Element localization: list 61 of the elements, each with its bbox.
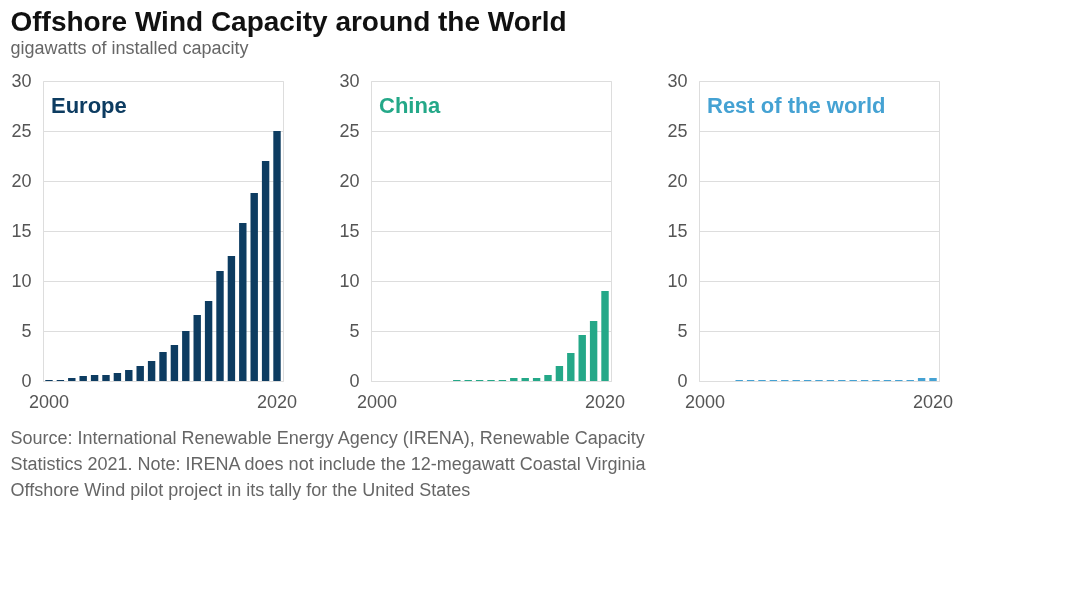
bar (555, 366, 564, 381)
bar (601, 291, 609, 381)
bar (532, 378, 541, 381)
y-tick-label: 20 (339, 170, 360, 191)
bar (113, 373, 122, 381)
bar (589, 321, 598, 381)
x-tick-label: 2000 (356, 391, 398, 412)
text: Europe (51, 93, 127, 118)
text: China (379, 93, 441, 118)
bar (521, 378, 529, 381)
x-tick-label: 2020 (584, 391, 626, 412)
bar (125, 370, 133, 381)
bar (273, 131, 281, 381)
text: Rest of the world (707, 93, 886, 118)
bar (147, 361, 156, 381)
y-tick-label: 5 (21, 320, 32, 341)
bar (79, 376, 87, 381)
bar (239, 223, 247, 381)
y-tick-label: 20 (11, 170, 32, 191)
x-tick-label: 2000 (684, 391, 726, 412)
y-tick-label: 30 (339, 70, 360, 91)
bar (227, 256, 236, 381)
y-tick-label: 15 (339, 220, 360, 241)
x-tick-label: 2000 (28, 391, 70, 412)
y-tick-label: 10 (667, 270, 688, 291)
y-tick-label: 0 (677, 370, 688, 391)
bar (544, 375, 552, 381)
bar (216, 271, 224, 381)
x-tick-label: 2020 (912, 391, 954, 412)
y-tick-label: 5 (349, 320, 360, 341)
bar (170, 345, 179, 381)
bar (578, 335, 586, 381)
y-tick-label: 10 (11, 270, 32, 291)
chart-title: Offshore Wind Capacity around the World (10, 5, 567, 37)
bar (182, 331, 190, 381)
y-tick-label: 25 (339, 120, 360, 141)
y-tick-label: 0 (21, 370, 32, 391)
y-tick-label: 30 (667, 70, 688, 91)
bar (90, 375, 99, 381)
bar (159, 352, 167, 381)
y-tick-label: 0 (349, 370, 360, 391)
bar (68, 378, 76, 381)
y-tick-label: 15 (667, 220, 688, 241)
bar (510, 378, 518, 381)
bar (102, 375, 110, 381)
bar (567, 353, 575, 381)
y-tick-label: 20 (667, 170, 688, 191)
y-tick-label: 25 (667, 120, 688, 141)
bar (250, 193, 258, 381)
y-tick-label: 25 (11, 120, 32, 141)
y-tick-label: 30 (11, 70, 32, 91)
y-tick-label: 15 (11, 220, 32, 241)
x-tick-label: 2020 (256, 391, 298, 412)
chart-subtitle: gigawatts of installed capacity (10, 37, 249, 58)
source-note: Source: International Renewable Energy Agency (IRENA), Renewable Capacity Statistics 2021. Note: IRENA does not include the 12-megawatt Coastal Virginia Offshore Wind pilot project in its tally for the United States (10, 427, 647, 500)
bar (136, 366, 144, 381)
y-tick-label: 5 (677, 320, 688, 341)
bar (261, 161, 270, 381)
bar (204, 301, 213, 381)
bar (193, 315, 201, 381)
y-tick-label: 10 (339, 270, 360, 291)
